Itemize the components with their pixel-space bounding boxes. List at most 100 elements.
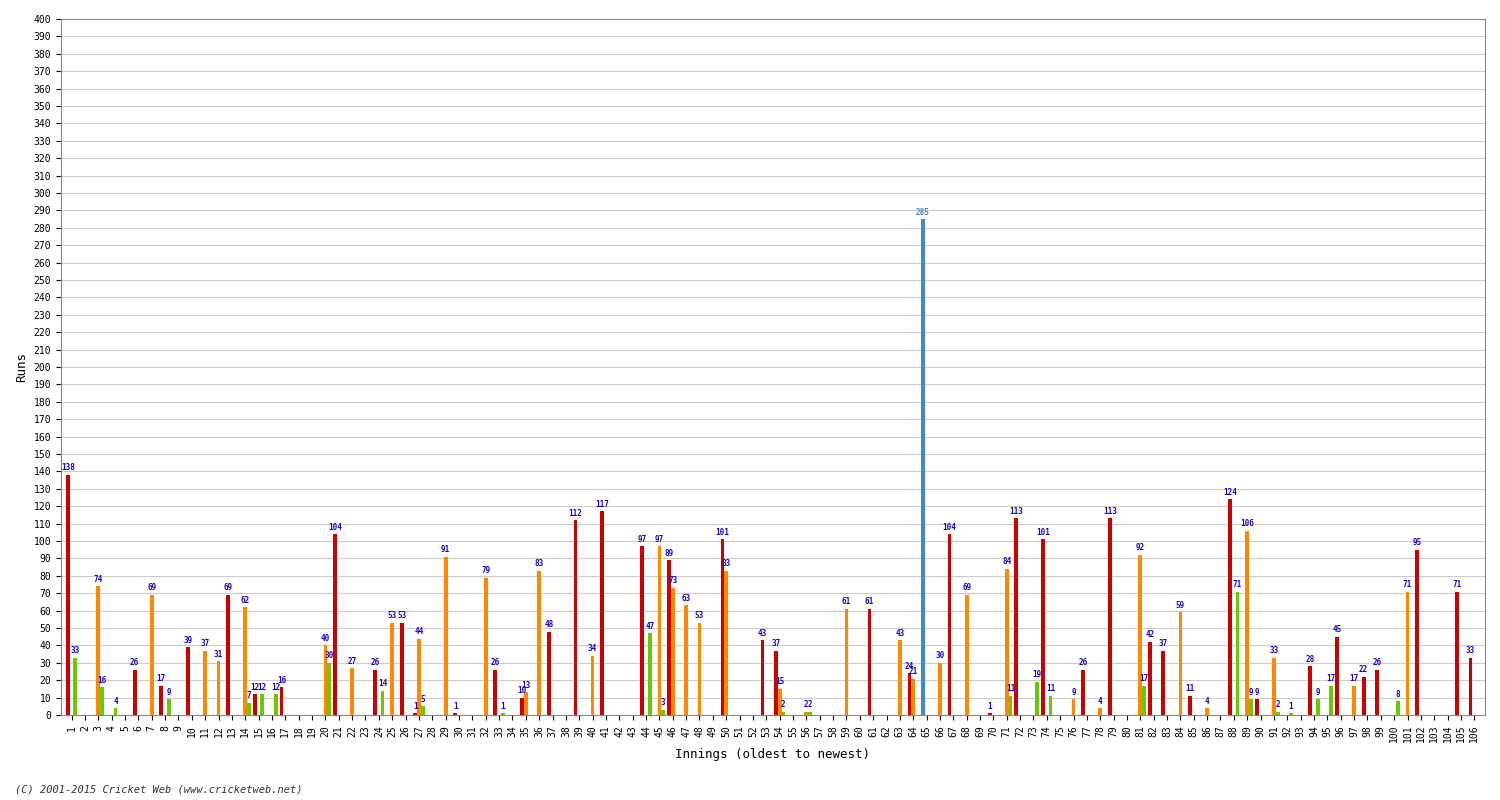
Bar	[381, 690, 384, 715]
Text: 17: 17	[1326, 674, 1335, 683]
Bar	[1316, 699, 1320, 715]
Text: 112: 112	[568, 509, 582, 518]
Bar	[216, 661, 220, 715]
Y-axis label: Runs: Runs	[15, 352, 28, 382]
Text: 30: 30	[936, 651, 945, 660]
Text: 124: 124	[1222, 488, 1238, 497]
Text: 28: 28	[1305, 654, 1316, 664]
Bar	[648, 634, 651, 715]
Bar	[422, 706, 424, 715]
Text: 40: 40	[321, 634, 330, 643]
Text: 71: 71	[1233, 580, 1242, 589]
Text: 12: 12	[258, 682, 267, 692]
Bar	[1048, 696, 1053, 715]
Bar	[591, 656, 594, 715]
Text: 44: 44	[414, 627, 423, 636]
Text: 4: 4	[112, 697, 117, 706]
Bar	[1236, 591, 1239, 715]
Bar	[898, 640, 902, 715]
Text: 27: 27	[348, 657, 357, 666]
Text: 138: 138	[62, 463, 75, 472]
Text: 11: 11	[1007, 684, 1016, 694]
Bar	[670, 588, 675, 715]
Text: 16: 16	[98, 676, 106, 685]
Text: 1: 1	[501, 702, 506, 710]
Text: 4: 4	[1204, 697, 1209, 706]
Text: 91: 91	[441, 545, 450, 554]
Text: 106: 106	[1240, 519, 1254, 528]
Text: 61: 61	[842, 598, 850, 606]
Bar	[279, 687, 284, 715]
Text: 69: 69	[147, 583, 156, 593]
Bar	[484, 578, 488, 715]
Text: 16: 16	[278, 676, 286, 685]
Text: 2: 2	[804, 700, 808, 709]
Bar	[1329, 686, 1334, 715]
Bar	[186, 647, 190, 715]
Text: 74: 74	[93, 574, 104, 584]
Bar	[640, 546, 644, 715]
Bar	[804, 712, 808, 715]
Bar	[1468, 658, 1473, 715]
Bar	[1272, 658, 1276, 715]
Text: 13: 13	[520, 681, 531, 690]
Bar	[1250, 699, 1252, 715]
Bar	[548, 631, 550, 715]
Text: 8: 8	[1395, 690, 1400, 698]
Text: 26: 26	[490, 658, 500, 667]
Text: (C) 2001-2015 Cricket Web (www.cricketweb.net): (C) 2001-2015 Cricket Web (www.cricketwe…	[15, 784, 303, 794]
Text: 9: 9	[1254, 688, 1258, 697]
Bar	[684, 606, 688, 715]
Bar	[1256, 699, 1258, 715]
Text: 4: 4	[1098, 697, 1102, 706]
Bar	[760, 640, 765, 715]
Bar	[1071, 699, 1076, 715]
Bar	[1276, 712, 1280, 715]
Bar	[573, 520, 578, 715]
Text: 3: 3	[662, 698, 666, 707]
Bar	[453, 714, 458, 715]
Text: 101: 101	[716, 528, 729, 537]
Text: 97: 97	[638, 534, 646, 544]
Text: 2: 2	[808, 700, 813, 709]
Bar	[1245, 530, 1250, 715]
Bar	[1362, 677, 1365, 715]
Bar	[494, 670, 496, 715]
Text: 2: 2	[1275, 700, 1280, 709]
Text: 104: 104	[942, 522, 957, 531]
Text: 17: 17	[1350, 674, 1359, 683]
Text: 26: 26	[1372, 658, 1382, 667]
Text: 89: 89	[664, 549, 674, 558]
Bar	[414, 714, 417, 715]
Bar	[657, 546, 662, 715]
Bar	[774, 650, 778, 715]
Bar	[1161, 650, 1166, 715]
Bar	[150, 595, 153, 715]
Bar	[1376, 670, 1378, 715]
Bar	[524, 693, 528, 715]
Text: 31: 31	[214, 650, 223, 658]
Text: 12: 12	[251, 682, 260, 692]
Text: 104: 104	[328, 522, 342, 531]
Bar	[400, 623, 404, 715]
Text: 14: 14	[378, 679, 387, 688]
Bar	[1148, 642, 1152, 715]
Bar	[1082, 670, 1084, 715]
Text: 73: 73	[668, 577, 678, 586]
Bar	[1005, 569, 1008, 715]
Text: 79: 79	[482, 566, 490, 575]
Bar	[782, 712, 784, 715]
Bar	[444, 557, 447, 715]
Bar	[1228, 499, 1232, 715]
Bar	[417, 638, 422, 715]
Bar	[204, 650, 207, 715]
Bar	[501, 714, 504, 715]
Text: 1: 1	[1288, 702, 1293, 710]
Text: 83: 83	[722, 559, 730, 568]
Bar	[537, 570, 542, 715]
Bar	[844, 609, 849, 715]
Text: 69: 69	[224, 583, 232, 593]
Text: 5: 5	[420, 694, 424, 704]
Text: 10: 10	[518, 686, 526, 695]
Bar	[908, 674, 912, 715]
